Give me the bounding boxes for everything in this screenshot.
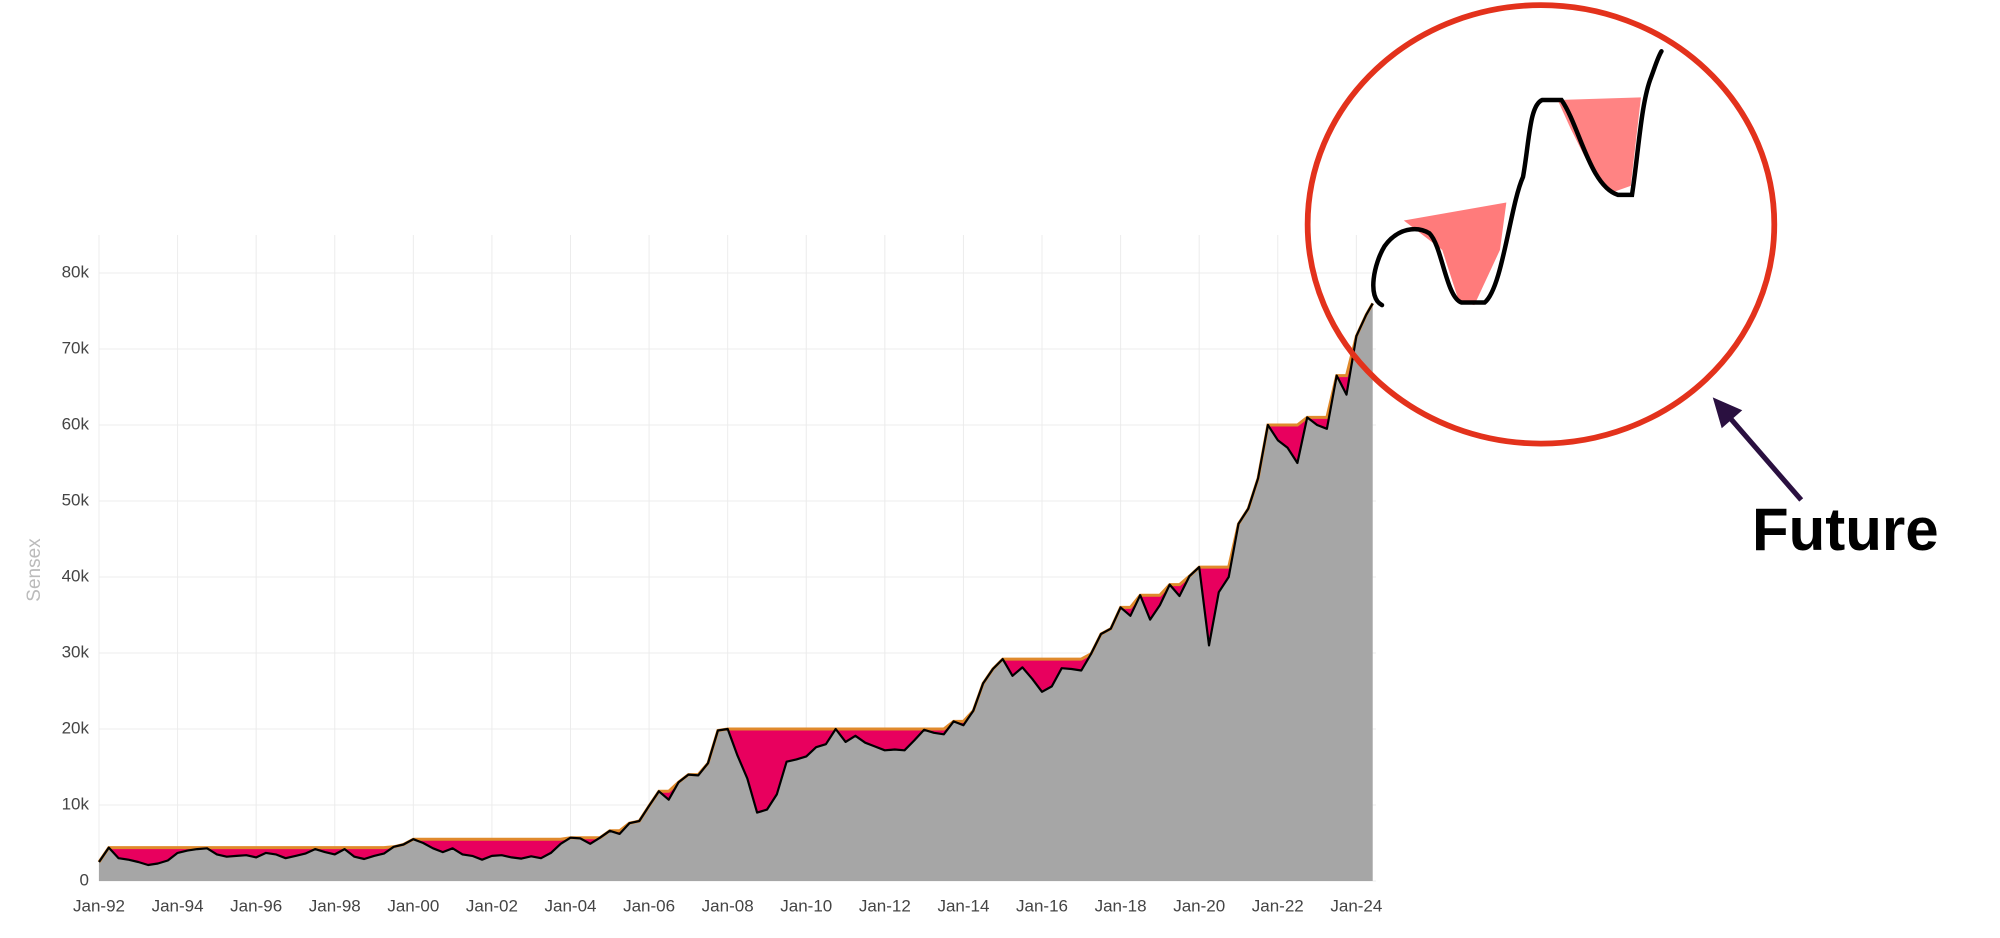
x-tick-label: Jan-06 bbox=[623, 896, 675, 915]
x-tick-label: Jan-98 bbox=[309, 896, 361, 915]
x-tick-label: Jan-92 bbox=[73, 896, 125, 915]
x-tick-label: Jan-10 bbox=[780, 896, 832, 915]
y-axis-label: Sensex bbox=[24, 538, 45, 602]
future-sketch bbox=[1304, 2, 1804, 502]
x-tick-label: Jan-00 bbox=[387, 896, 439, 915]
index-area bbox=[99, 303, 1373, 881]
x-tick-label: Jan-96 bbox=[230, 896, 282, 915]
x-tick-label: Jan-02 bbox=[466, 896, 518, 915]
x-tick-label: Jan-08 bbox=[702, 896, 754, 915]
y-tick-label: 20k bbox=[62, 718, 90, 737]
x-tick-label: Jan-04 bbox=[545, 896, 597, 915]
future-drawdown bbox=[1403, 202, 1507, 306]
future-drawdown bbox=[1557, 97, 1641, 193]
x-tick-label: Jan-24 bbox=[1330, 896, 1382, 915]
y-tick-label: 70k bbox=[62, 338, 90, 357]
x-tick-label: Jan-16 bbox=[1016, 896, 1068, 915]
x-tick-label: Jan-18 bbox=[1095, 896, 1147, 915]
y-tick-label: 80k bbox=[62, 262, 90, 281]
peak-line bbox=[97, 302, 1375, 863]
x-tick-label: Jan-94 bbox=[152, 896, 204, 915]
y-tick-label: 30k bbox=[62, 642, 90, 661]
arrow-head bbox=[1712, 397, 1743, 429]
highlight-circle bbox=[1304, 2, 1778, 447]
index-line bbox=[98, 302, 1374, 867]
arrow bbox=[1723, 411, 1804, 502]
y-tick-label: 10k bbox=[62, 794, 90, 813]
x-tick-label: Jan-22 bbox=[1252, 896, 1304, 915]
y-tick-label: 50k bbox=[62, 490, 90, 509]
future-curve bbox=[1371, 49, 1664, 308]
y-tick-label: 40k bbox=[62, 566, 90, 585]
y-tick-label: 0 bbox=[80, 870, 89, 889]
x-tick-label: Jan-14 bbox=[937, 896, 989, 915]
y-tick-label: 60k bbox=[62, 414, 90, 433]
annotation: Future bbox=[1752, 496, 1939, 563]
plot-area: 0 10k 20k 30k 40k 50k 60k 70k 80k Jan-92 Jan-94 Jan… bbox=[62, 235, 1382, 915]
x-tick-label: Jan-12 bbox=[859, 896, 911, 915]
x-tick-label: Jan-20 bbox=[1173, 896, 1225, 915]
